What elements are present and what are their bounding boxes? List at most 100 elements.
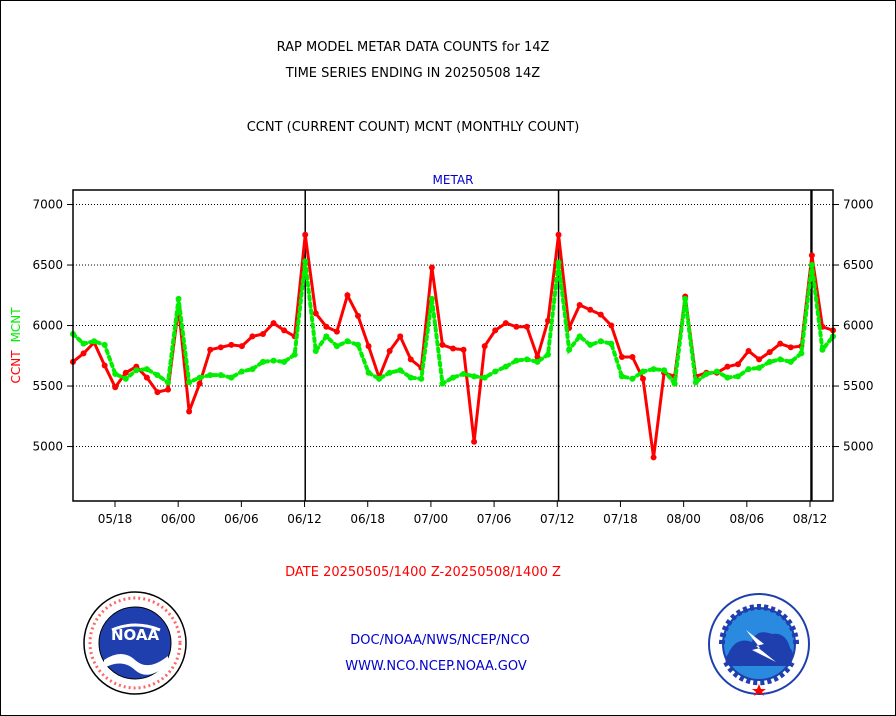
data-point-mcnt <box>777 356 784 363</box>
data-point-mcnt <box>238 368 245 375</box>
data-point-ccnt <box>344 292 351 299</box>
data-point-mcnt <box>397 367 404 374</box>
data-point-mcnt <box>534 358 541 365</box>
data-point-mcnt <box>629 375 636 382</box>
data-point-mcnt <box>143 366 150 373</box>
data-point-mcnt <box>270 357 277 364</box>
data-point-ccnt <box>597 311 604 318</box>
data-point-ccnt <box>207 346 214 353</box>
data-point-mcnt <box>207 372 214 379</box>
data-point-mcnt <box>787 358 794 365</box>
chart-subtitle: CCNT (CURRENT COUNT) MCNT (MONTHLY COUNT… <box>246 120 580 135</box>
data-point-mcnt <box>756 364 763 371</box>
x-tick-label: 06/06 <box>224 512 259 526</box>
noaa-logo-text: NOAA <box>111 626 160 644</box>
data-point-ccnt <box>80 350 87 357</box>
data-point-mcnt <box>555 259 562 266</box>
data-point-mcnt <box>365 369 372 376</box>
footer-url-link[interactable]: WWW.NCO.NCEP.NOAA.GOV <box>345 659 527 674</box>
data-point-ccnt <box>355 312 361 319</box>
y-tick-label-right: 6000 <box>843 319 874 333</box>
data-point-mcnt <box>228 374 235 381</box>
data-point-ccnt <box>386 347 393 354</box>
data-point-ccnt <box>165 386 171 393</box>
data-point-ccnt <box>523 323 530 330</box>
data-point-mcnt <box>439 380 446 387</box>
data-point-mcnt <box>502 363 509 370</box>
data-point-mcnt <box>703 370 710 377</box>
data-point-ccnt <box>450 345 456 352</box>
data-point-ccnt <box>323 323 330 330</box>
data-point-mcnt <box>713 368 720 375</box>
data-point-mcnt <box>386 369 393 376</box>
data-point-ccnt <box>481 343 488 350</box>
data-point-mcnt <box>576 333 583 340</box>
data-point-ccnt <box>407 356 414 363</box>
data-point-mcnt <box>355 341 361 348</box>
data-point-mcnt <box>682 295 689 302</box>
data-point-ccnt <box>756 356 763 363</box>
data-point-mcnt <box>344 338 351 345</box>
data-point-mcnt <box>661 367 668 374</box>
x-tick-label: 06/12 <box>287 512 322 526</box>
title-line-2: TIME SERIES ENDING IN 20250508 14Z <box>285 66 541 81</box>
y-tick-label-right: 7000 <box>843 198 874 212</box>
data-point-ccnt <box>112 384 119 391</box>
data-point-ccnt <box>154 389 161 396</box>
data-point-mcnt <box>165 379 171 386</box>
footer-org-link[interactable]: DOC/NOAA/NWS/NCEP/NCO <box>350 633 530 648</box>
data-point-mcnt <box>154 372 161 379</box>
data-point-ccnt <box>333 328 340 335</box>
data-point-mcnt <box>101 341 108 348</box>
data-point-ccnt <box>513 323 520 330</box>
y-axis-label-mcnt: MCNT <box>9 307 23 343</box>
data-point-mcnt <box>112 370 119 377</box>
x-tick-label: 05/18 <box>98 512 133 526</box>
x-tick-label: 07/06 <box>477 512 512 526</box>
data-point-mcnt <box>471 373 478 380</box>
data-point-ccnt <box>238 343 245 350</box>
data-point-ccnt <box>608 322 615 329</box>
data-point-mcnt <box>618 373 625 380</box>
nws-logo-icon <box>708 593 810 696</box>
data-point-ccnt <box>439 341 446 348</box>
data-point-mcnt <box>217 372 224 379</box>
data-point-mcnt <box>608 340 615 347</box>
y-axis-label-ccnt: CCNT <box>9 350 23 384</box>
data-point-ccnt <box>629 353 636 360</box>
data-point-mcnt <box>460 370 467 377</box>
data-point-mcnt <box>91 338 98 345</box>
x-tick-label: 08/06 <box>730 512 765 526</box>
y-tick-label: 6500 <box>32 258 63 272</box>
y-tick-label-right: 6500 <box>843 258 874 272</box>
data-point-ccnt <box>745 347 752 354</box>
data-point-mcnt <box>523 356 530 363</box>
data-point-mcnt <box>640 368 646 375</box>
plot-area-border <box>72 189 834 502</box>
data-point-mcnt <box>450 374 456 381</box>
data-point-ccnt <box>196 380 203 387</box>
data-point-ccnt <box>249 333 256 340</box>
data-point-ccnt <box>143 374 150 381</box>
data-point-ccnt <box>122 369 129 376</box>
data-point-mcnt <box>302 258 309 265</box>
data-point-ccnt <box>502 320 509 327</box>
data-point-mcnt <box>323 333 330 340</box>
data-point-ccnt <box>618 353 625 360</box>
data-point-mcnt <box>407 374 414 381</box>
x-tick-label: 07/00 <box>414 512 449 526</box>
data-point-mcnt <box>671 380 678 387</box>
data-point-ccnt <box>545 317 551 324</box>
data-point-mcnt <box>735 373 741 380</box>
data-point-ccnt <box>270 320 277 327</box>
data-point-mcnt <box>724 374 731 381</box>
y-axis-label: CCNT MCNT <box>9 307 23 384</box>
data-point-mcnt <box>418 375 425 382</box>
data-point-ccnt <box>808 252 815 259</box>
data-point-ccnt <box>302 231 309 238</box>
data-point-ccnt <box>260 331 266 338</box>
data-point-ccnt <box>228 341 235 348</box>
data-point-mcnt <box>291 351 298 358</box>
data-point-mcnt <box>745 366 752 373</box>
